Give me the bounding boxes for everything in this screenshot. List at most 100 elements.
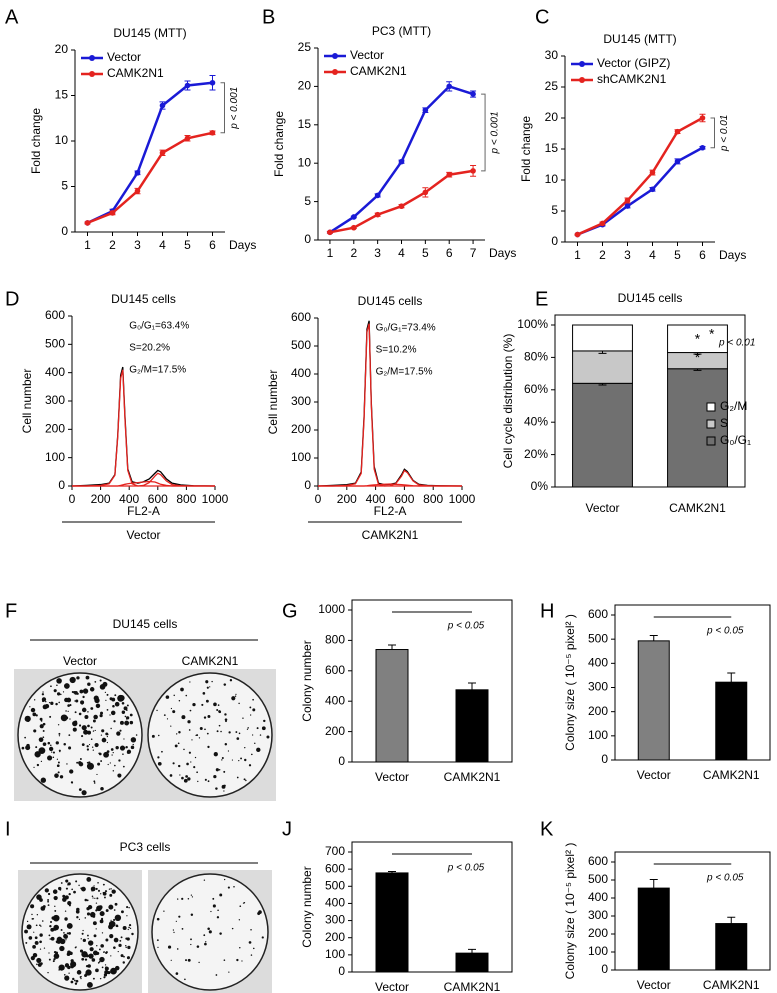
colony [90, 738, 93, 740]
colony [69, 718, 71, 720]
colony [42, 704, 48, 710]
colony [50, 701, 54, 705]
colony [175, 972, 179, 975]
marker [398, 203, 405, 210]
y-tick-label: 400 [325, 693, 345, 707]
y-tick-label: 500 [325, 878, 345, 892]
colony [50, 936, 55, 941]
colony [132, 743, 134, 746]
colony [54, 909, 57, 912]
y-tick-label: 25 [298, 40, 312, 54]
colony [84, 917, 87, 919]
colony [59, 750, 61, 753]
marker [374, 192, 381, 199]
colony [58, 701, 60, 704]
colony [130, 745, 135, 750]
marker [699, 115, 706, 121]
colony [95, 703, 101, 709]
y-tick-label: 600 [588, 607, 608, 621]
colony [216, 916, 220, 919]
y-tick-label: 600 [325, 663, 345, 677]
colony [43, 947, 46, 949]
colony [177, 742, 180, 745]
colony [76, 916, 79, 919]
colony [78, 788, 82, 792]
phase-annotation: G₀/G₁=73.4% [376, 323, 436, 334]
colony [64, 975, 70, 981]
colony [92, 897, 94, 899]
colony [62, 897, 67, 902]
colony [190, 894, 193, 896]
bar [715, 681, 748, 761]
colony [32, 712, 37, 717]
colony [93, 885, 95, 887]
y-tick-label: 200 [325, 930, 345, 944]
colony [64, 684, 66, 687]
x-tick-label: CAMK2N1 [703, 978, 760, 992]
colony [41, 920, 44, 922]
colony [53, 953, 60, 959]
marker [470, 91, 476, 97]
colony [53, 895, 58, 901]
colony [105, 951, 108, 955]
colony [60, 693, 62, 696]
colony [57, 761, 60, 764]
phase-annotation: S=20.2% [129, 343, 170, 354]
colony [97, 882, 99, 884]
colony [58, 749, 61, 752]
p-value: p < 0.01 [719, 115, 730, 152]
marker [599, 220, 606, 227]
colony [245, 779, 247, 782]
colony [261, 726, 266, 731]
colony [109, 762, 111, 764]
colony [125, 937, 128, 940]
marker [649, 186, 656, 193]
marker [624, 197, 631, 204]
colony [110, 748, 114, 751]
colony [165, 695, 170, 699]
y-tick-label: 0 [304, 478, 311, 492]
legend-marker [332, 53, 338, 59]
colony [80, 938, 82, 940]
colony [106, 735, 109, 738]
colony [25, 941, 28, 944]
colony [88, 940, 94, 946]
y-tick-label: 400 [325, 896, 345, 910]
colony [103, 951, 105, 953]
colony [84, 958, 88, 961]
colony [196, 945, 200, 948]
colony [56, 684, 58, 687]
colony [223, 784, 226, 787]
colony [249, 706, 252, 709]
p-value: p < 0.05 [447, 621, 485, 632]
panel-letter: J [282, 818, 292, 840]
colony [116, 731, 121, 736]
colony [85, 964, 89, 968]
panel-letter: E [535, 288, 548, 310]
colony [183, 778, 188, 783]
colony [170, 725, 172, 727]
colony [215, 787, 218, 790]
colony [259, 734, 262, 736]
colony [127, 928, 129, 931]
colony [202, 692, 206, 695]
colony [117, 694, 125, 702]
colony [92, 950, 98, 956]
colony [189, 681, 191, 683]
significance-bracket [710, 117, 715, 149]
colony [114, 701, 120, 707]
x-tick-label: 6 [699, 248, 706, 262]
colony [103, 976, 106, 979]
y-tick-label: 15 [298, 117, 312, 131]
colony [84, 898, 88, 902]
colony [99, 907, 102, 909]
colony [53, 924, 59, 931]
legend-label: G₂/M [720, 399, 747, 413]
colony [122, 961, 126, 964]
colony [100, 786, 104, 791]
marker [574, 231, 581, 238]
colony [256, 727, 259, 730]
colony [24, 736, 26, 739]
colony [47, 971, 49, 974]
colony [188, 729, 191, 731]
